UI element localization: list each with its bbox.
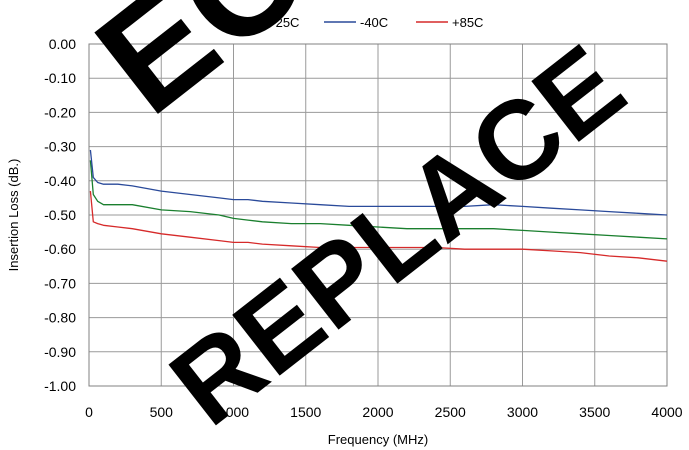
y-tick-label: -0.10 bbox=[44, 70, 76, 86]
x-axis-title: Frequency (MHz) bbox=[328, 432, 428, 447]
y-tick-label: 0.00 bbox=[49, 36, 76, 52]
y-tick-label: -0.90 bbox=[44, 344, 76, 360]
watermark: EOLREPLACE bbox=[66, 0, 646, 449]
x-axis-tick-labels: 0 500 1000 1500 2000 2500 3000 3500 4000 bbox=[85, 404, 683, 420]
series-line bbox=[89, 191, 668, 262]
legend: +25C -40C +85C bbox=[232, 15, 483, 30]
series-line bbox=[89, 160, 668, 240]
y-tick-label: -0.70 bbox=[44, 275, 76, 291]
x-tick-label: 3000 bbox=[507, 404, 538, 420]
y-axis-tick-labels: 0.00 -0.10 -0.20 -0.30 -0.40 -0.50 -0.60 -0.70 -… bbox=[44, 36, 76, 394]
x-tick-label: 500 bbox=[150, 404, 174, 420]
legend-label: -40C bbox=[360, 15, 388, 30]
y-tick-label: -0.60 bbox=[44, 241, 76, 257]
series-line bbox=[89, 149, 668, 216]
x-tick-label: 3500 bbox=[579, 404, 610, 420]
series-lines bbox=[89, 149, 668, 262]
y-tick-label: -0.80 bbox=[44, 310, 76, 326]
legend-label: +85C bbox=[452, 15, 483, 30]
y-tick-label: -0.30 bbox=[44, 139, 76, 155]
y-tick-label: -0.20 bbox=[44, 104, 76, 120]
y-axis-title: Insertion Loss (dB.) bbox=[6, 159, 21, 272]
gridlines bbox=[88, 43, 668, 387]
y-tick-label: -0.40 bbox=[44, 173, 76, 189]
x-tick-label: 2000 bbox=[362, 404, 393, 420]
x-tick-label: 0 bbox=[85, 404, 93, 420]
x-tick-label: 4000 bbox=[651, 404, 682, 420]
x-tick-label: 1000 bbox=[218, 404, 249, 420]
y-tick-label: -1.00 bbox=[44, 378, 76, 394]
x-tick-label: 1500 bbox=[290, 404, 321, 420]
legend-label: +25C bbox=[268, 15, 299, 30]
x-tick-label: 2500 bbox=[435, 404, 466, 420]
y-tick-label: -0.50 bbox=[44, 207, 76, 223]
